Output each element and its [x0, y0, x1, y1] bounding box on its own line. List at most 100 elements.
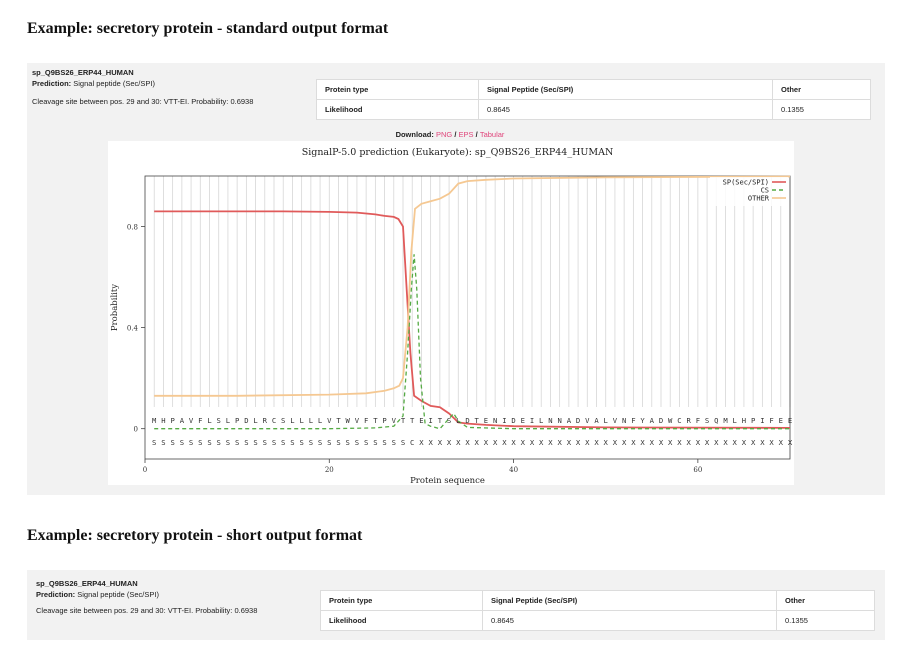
sequence-residue: C [272, 416, 276, 425]
residue-label: X [585, 438, 590, 447]
sequence-residue: D [659, 416, 663, 425]
signalp-chart: SignalP-5.0 prediction (Eukaryote): sp_Q… [108, 141, 794, 486]
sequence-residue: T [373, 416, 378, 425]
residue-label: X [733, 438, 738, 447]
sequence-residue: L [299, 416, 303, 425]
sequence-residue: L [290, 416, 294, 425]
sequence-residue: F [769, 416, 773, 425]
download-tabular-link[interactable]: Tabular [479, 130, 505, 139]
sequence-residue: F [631, 416, 635, 425]
table-row: Likelihood 0.8645 0.1355 [316, 99, 871, 120]
sequence-residue: A [567, 416, 572, 425]
sequence-residue: L [207, 416, 211, 425]
short-heading: Example: secretory protein - short outpu… [27, 527, 363, 544]
standard-prediction: Prediction: Signal peptide (Sec/SPI) [32, 79, 155, 88]
sequence-residue: Y [640, 416, 645, 425]
sequence-residue: M [152, 416, 157, 425]
residue-label: X [557, 438, 562, 447]
table-cell: 0.1355 [772, 99, 871, 120]
residue-label: S [355, 438, 359, 447]
download-eps-link[interactable]: EPS [458, 130, 474, 139]
y-tick-label: 0.8 [127, 224, 138, 232]
residue-label: X [714, 438, 719, 447]
residue-label: X [622, 438, 627, 447]
sequence-residue: L [253, 416, 257, 425]
sequence-residue: R [263, 416, 268, 425]
residue-label: X [613, 438, 618, 447]
sequence-residue: T [438, 416, 443, 425]
residue-label: X [760, 438, 765, 447]
download-png-link[interactable]: PNG [435, 130, 453, 139]
download-links: Download: PNG / EPS / Tabular [0, 130, 900, 139]
residue-label: X [419, 438, 424, 447]
table-header-cell: Other [776, 590, 875, 611]
residue-label: X [751, 438, 756, 447]
residue-label: X [548, 438, 553, 447]
residue-label: S [327, 438, 331, 447]
standard-likelihood-table: Protein type Signal Peptide (Sec/SPI) Ot… [316, 79, 871, 120]
sequence-residue: A [594, 416, 599, 425]
residue-label: S [152, 438, 156, 447]
sequence-residue: L [604, 416, 608, 425]
sequence-residue: S [281, 416, 285, 425]
sequence-residue: E [419, 416, 423, 425]
sequence-residue: S [447, 416, 451, 425]
residue-label: S [346, 438, 350, 447]
residue-label: X [668, 438, 673, 447]
sequence-residue: F [364, 416, 368, 425]
residue-label: X [696, 438, 701, 447]
sequence-residue: E [521, 416, 525, 425]
residue-label: S [263, 438, 267, 447]
download-label: Download: [395, 130, 434, 139]
residue-label: S [299, 438, 303, 447]
sequence-residue: V [327, 416, 332, 425]
sequence-residue: T [410, 416, 415, 425]
sequence-residue: W [668, 416, 673, 425]
table-row-label: Likelihood [316, 99, 479, 120]
legend-entry: SP(Sec/SPI) [723, 179, 769, 187]
sequence-residue: V [189, 416, 194, 425]
sequence-residue: V [585, 416, 590, 425]
residue-label: S [161, 438, 165, 447]
sequence-residue: M [723, 416, 728, 425]
sequence-residue: L [309, 416, 313, 425]
table-header-cell: Signal Peptide (Sec/SPI) [478, 79, 773, 100]
x-tick-label: 60 [693, 466, 702, 474]
sequence-residue: N [557, 416, 561, 425]
table-cell: 0.8645 [482, 610, 777, 631]
sequence-residue: R [686, 416, 691, 425]
chart-title: SignalP-5.0 prediction (Eukaryote): sp_Q… [302, 147, 614, 158]
sequence-residue: V [355, 416, 360, 425]
residue-label: X [539, 438, 544, 447]
sequence-residue: L [456, 416, 460, 425]
residue-label: X [576, 438, 581, 447]
residue-label: S [226, 438, 230, 447]
residue-label: X [465, 438, 470, 447]
table-header-row: Protein type Signal Peptide (Sec/SPI) Ot… [320, 590, 875, 611]
x-axis-label: Protein sequence [410, 476, 485, 485]
sequence-residue: N [493, 416, 497, 425]
residue-label: X [567, 438, 572, 447]
x-tick-label: 20 [325, 466, 334, 474]
residue-label: X [521, 438, 526, 447]
sequence-residue: I [502, 416, 506, 425]
sequence-residue: N [622, 416, 626, 425]
table-header-cell: Signal Peptide (Sec/SPI) [482, 590, 777, 611]
sequence-residue: L [318, 416, 322, 425]
short-prediction-value: Signal peptide (Sec/SPI) [77, 590, 159, 599]
sequence-residue: C [677, 416, 681, 425]
x-tick-label: 40 [509, 466, 518, 474]
sequence-residue: V [392, 416, 397, 425]
legend-entry: CS [761, 187, 769, 195]
plot-frame [144, 175, 791, 460]
standard-entry-id: sp_Q9BS26_ERP44_HUMAN [32, 68, 134, 77]
residue-label: X [650, 438, 655, 447]
standard-heading: Example: secretory protein - standard ou… [27, 20, 389, 37]
residue-label: X [594, 438, 599, 447]
table-header-cell: Other [772, 79, 871, 100]
sequence-residue: D [465, 416, 469, 425]
residue-label: X [484, 438, 489, 447]
table-cell: 0.8645 [478, 99, 773, 120]
sequence-residue: P [170, 416, 174, 425]
short-cleavage: Cleavage site between pos. 29 and 30: VT… [36, 606, 258, 615]
